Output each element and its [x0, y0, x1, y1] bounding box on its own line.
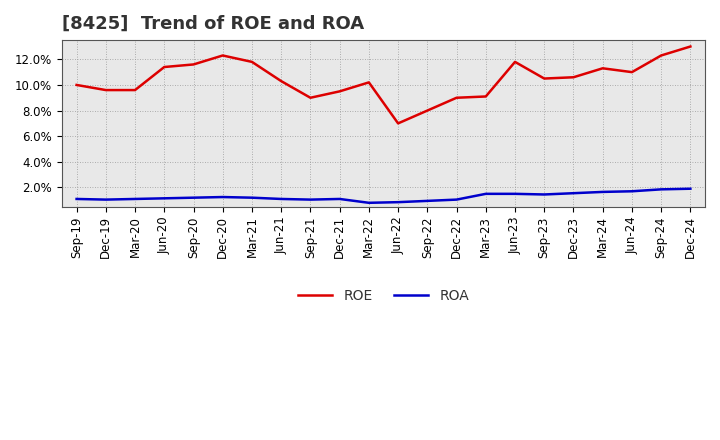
ROA — [482, 191, 490, 197]
ROE — [394, 121, 402, 126]
ROE — [306, 95, 315, 100]
ROA — [248, 195, 256, 200]
Line: ROE: ROE — [76, 47, 690, 123]
Text: [8425]  Trend of ROE and ROA: [8425] Trend of ROE and ROA — [62, 15, 364, 33]
ROE — [72, 82, 81, 88]
ROA — [423, 198, 432, 204]
ROA — [102, 197, 110, 202]
ROA — [218, 194, 227, 200]
ROE — [102, 88, 110, 93]
ROA — [160, 196, 168, 201]
ROA — [657, 187, 665, 192]
ROE — [657, 53, 665, 58]
ROE — [628, 70, 636, 75]
ROA — [336, 196, 344, 202]
ROE — [598, 66, 607, 71]
ROA — [628, 189, 636, 194]
ROA — [364, 200, 373, 205]
ROA — [72, 196, 81, 202]
Legend: ROE, ROA: ROE, ROA — [292, 283, 474, 308]
ROE — [482, 94, 490, 99]
ROA — [540, 192, 549, 197]
ROE — [189, 62, 198, 67]
ROA — [277, 196, 286, 202]
ROE — [452, 95, 461, 100]
ROE — [540, 76, 549, 81]
ROE — [160, 64, 168, 70]
ROE — [336, 89, 344, 94]
ROA — [394, 199, 402, 205]
ROE — [364, 80, 373, 85]
ROE — [277, 78, 286, 84]
ROA — [510, 191, 519, 197]
ROE — [510, 59, 519, 65]
ROE — [686, 44, 695, 49]
ROA — [131, 196, 140, 202]
ROE — [131, 88, 140, 93]
ROE — [248, 59, 256, 65]
Line: ROA: ROA — [76, 189, 690, 203]
ROA — [452, 197, 461, 202]
ROE — [423, 108, 432, 113]
ROA — [569, 191, 577, 196]
ROA — [598, 189, 607, 194]
ROA — [686, 186, 695, 191]
ROA — [189, 195, 198, 200]
ROE — [218, 53, 227, 58]
ROA — [306, 197, 315, 202]
ROE — [569, 75, 577, 80]
